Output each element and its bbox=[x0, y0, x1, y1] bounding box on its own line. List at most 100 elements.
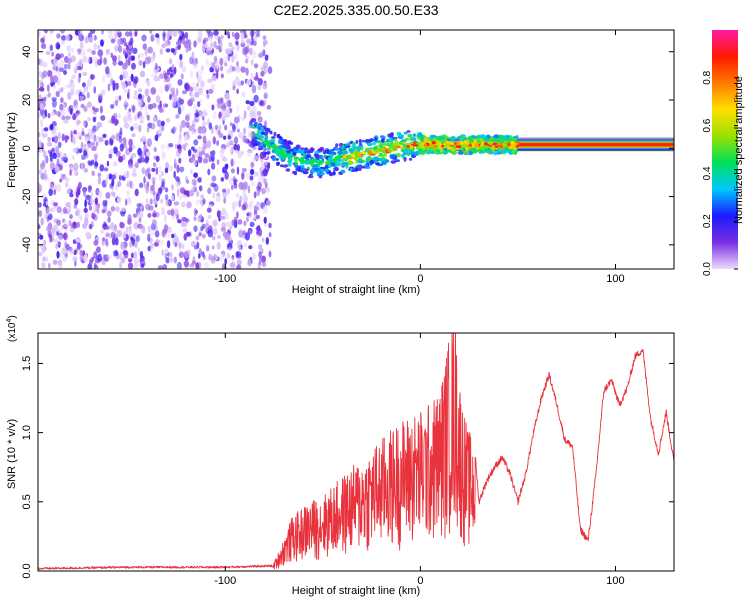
spectrogram-noise-blob bbox=[191, 82, 197, 89]
spectrogram-noise-blob bbox=[184, 135, 188, 142]
spectrogram-noise-blob bbox=[181, 166, 185, 172]
spectrogram-noise-blob bbox=[242, 201, 248, 211]
spectrogram-noise-blob bbox=[105, 225, 110, 230]
ridge-blob bbox=[259, 138, 264, 142]
spectrogram-noise-blob bbox=[188, 189, 195, 197]
spectrogram-noise-blob bbox=[264, 54, 269, 61]
spectrogram-noise-blob bbox=[147, 95, 151, 103]
snr-y-ticks: 0.0 0.5 1.0 1.5 bbox=[21, 356, 674, 579]
spectrogram-noise-blob bbox=[257, 78, 263, 86]
spectrogram-noise-blob bbox=[190, 169, 193, 175]
spectrogram-noise-blob bbox=[231, 66, 236, 72]
ridge-blob bbox=[314, 154, 321, 158]
spectrogram-noise-blob bbox=[262, 255, 266, 262]
spectrogram-noise-blob bbox=[132, 167, 137, 174]
spectrogram-noise-blob bbox=[70, 189, 74, 194]
spectrogram-noise-blob bbox=[103, 167, 109, 172]
spectrogram-noise-blob bbox=[170, 257, 174, 263]
ridge-hotspot bbox=[318, 159, 324, 163]
spectrogram-noise-blob bbox=[179, 53, 183, 61]
spectrogram-noise-blob bbox=[110, 206, 116, 212]
spectrogram-noise-blob bbox=[102, 237, 106, 242]
ridge-hotspot bbox=[465, 144, 469, 148]
spectrogram-noise-blob bbox=[154, 230, 160, 238]
spectrogram-noise-blob bbox=[86, 91, 90, 99]
ridge-blob bbox=[341, 158, 347, 162]
ridge-blob bbox=[497, 139, 504, 144]
spectrogram-noise-blob bbox=[260, 161, 265, 167]
spectrogram-noise-blob bbox=[76, 65, 81, 71]
spectrogram-noise-blob bbox=[126, 190, 131, 196]
spectrogram-noise-blob bbox=[250, 72, 254, 79]
ridge-hotspot bbox=[499, 144, 504, 149]
spectrogram-noise-blob bbox=[184, 251, 190, 259]
spectrogram-noise-blob bbox=[206, 93, 210, 99]
spectrogram-noise-blob bbox=[70, 87, 75, 96]
spectrogram-noise-blob bbox=[56, 33, 61, 39]
spectrogram-noise-blob bbox=[144, 104, 148, 112]
spectrogram-noise-blob bbox=[236, 211, 239, 219]
spectrogram-noise-blob bbox=[80, 162, 84, 171]
ridge-blob bbox=[328, 172, 334, 177]
spectrogram-noise-blob bbox=[171, 184, 174, 191]
spectrogram-noise-blob bbox=[206, 207, 212, 213]
ridge-blob bbox=[337, 150, 343, 154]
spectrogram-noise-blob bbox=[259, 171, 263, 177]
spectrogram-noise-blob bbox=[93, 161, 98, 169]
ridge-blob bbox=[305, 157, 309, 161]
spectrogram-noise-blob bbox=[177, 107, 182, 115]
colorbar-ticks: 0.0 0.2 0.4 0.6 0.8 bbox=[702, 70, 738, 276]
spectrogram-noise-blob bbox=[232, 85, 236, 91]
spectrogram-noise-blob bbox=[211, 235, 216, 241]
spectrogram-noise-blob bbox=[84, 213, 90, 220]
spectrogram-noise-blob bbox=[170, 195, 174, 201]
spectrogram-noise-blob bbox=[127, 91, 130, 100]
spectrogram-noise-blob bbox=[90, 74, 94, 80]
ridge-hotspot bbox=[312, 159, 318, 163]
spectrogram-noise-blob bbox=[80, 141, 84, 150]
spectrogram-noise-blob bbox=[56, 219, 61, 226]
spectrogram-noise-blob bbox=[220, 227, 226, 232]
spectrogram-noise-blob bbox=[38, 87, 45, 92]
spectrogram-noise-blob bbox=[261, 188, 266, 195]
ridge-blob bbox=[456, 136, 462, 140]
ridge-blob bbox=[435, 149, 441, 153]
spectrogram-noise-blob bbox=[46, 208, 51, 216]
spectrogram-noise-blob bbox=[248, 211, 253, 219]
spectrogram-noise-blob bbox=[257, 206, 260, 211]
spectrogram-noise-blob bbox=[50, 111, 55, 117]
ridge-hotspot bbox=[414, 144, 418, 147]
spectrogram-noise-blob bbox=[170, 87, 176, 94]
spectrogram-noise-blob bbox=[46, 216, 50, 223]
spectrogram-noise-blob bbox=[155, 33, 160, 38]
spectrogram-noise-blob bbox=[201, 65, 204, 71]
ridge-hotspot bbox=[468, 143, 473, 148]
colorbar-label: Normalized spectral amplitude bbox=[733, 76, 745, 224]
spectrogram-noise-blob bbox=[107, 83, 111, 92]
spectrogram-noise-blob bbox=[236, 166, 240, 175]
spectrogram-noise-blob bbox=[165, 199, 170, 207]
spectrogram-noise-blob bbox=[96, 207, 100, 215]
spectrogram-noise-blob bbox=[59, 103, 64, 111]
spectrogram-noise-blob bbox=[135, 261, 140, 267]
ridge-hotspot bbox=[444, 143, 450, 147]
spectrogram-noise-blob bbox=[207, 78, 213, 84]
spectrogram-noise-blob bbox=[130, 252, 134, 259]
spectrogram-noise-blob bbox=[43, 96, 47, 102]
ridge-blob bbox=[302, 171, 309, 175]
spectrogram-noise-blob bbox=[60, 158, 64, 166]
spectrogram-noise-blob bbox=[216, 241, 221, 250]
spectrogram-noise-blob bbox=[208, 253, 213, 261]
spectrogram-noise-blob bbox=[92, 130, 95, 134]
spectrogram-noise-blob bbox=[118, 113, 121, 119]
spectrogram-noise-blob bbox=[246, 172, 251, 180]
spectrogram-noise-blob bbox=[137, 88, 143, 93]
spectrogram-noise-blob bbox=[39, 234, 44, 240]
spectrogram-noise-blob bbox=[193, 63, 198, 69]
ridge-hotspot bbox=[459, 141, 464, 144]
ridge-blob bbox=[292, 151, 297, 156]
spectrogram-noise-blob bbox=[178, 96, 182, 103]
spectrogram-noise-blob bbox=[253, 205, 258, 212]
spectrogram-noise-blob bbox=[132, 55, 135, 61]
spectrogram-noise-blob bbox=[126, 48, 133, 55]
